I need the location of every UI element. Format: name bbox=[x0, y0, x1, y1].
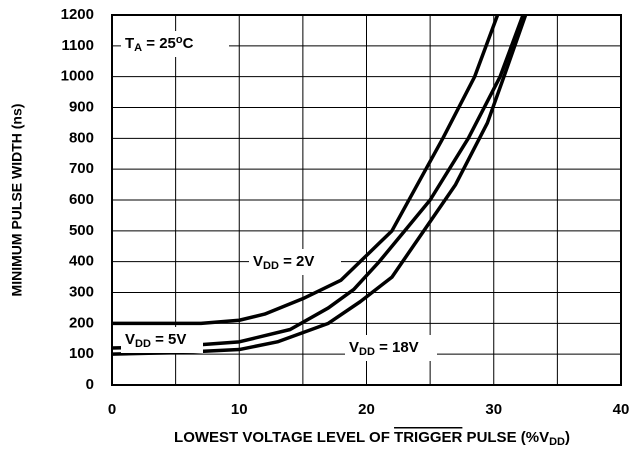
y-tick-label: 100 bbox=[69, 345, 94, 362]
y-tick-label: 800 bbox=[69, 129, 94, 146]
label-background bbox=[121, 327, 203, 353]
y-tick-label: 600 bbox=[69, 191, 94, 208]
x-axis-label-part: PULSE (%V bbox=[462, 429, 549, 446]
plot-frame bbox=[111, 14, 622, 386]
x-axis-label: LOWEST VOLTAGE LEVEL OF TRIGGER PULSE (%… bbox=[174, 429, 570, 448]
x-tick-label: 30 bbox=[485, 401, 502, 418]
annotation-part: = 25 bbox=[142, 35, 176, 52]
x-tick-label: 10 bbox=[231, 401, 248, 418]
x-tick-label: 20 bbox=[358, 401, 375, 418]
y-tick-label: 900 bbox=[69, 98, 94, 115]
series-label-part: = 5V bbox=[151, 331, 186, 348]
x-tick-label: 40 bbox=[613, 401, 630, 418]
series-label-part: V bbox=[349, 339, 359, 356]
annotation-part: C bbox=[183, 35, 194, 52]
curve bbox=[111, 14, 525, 350]
series-label-part: DD bbox=[135, 338, 151, 350]
series-label-part: DD bbox=[359, 346, 375, 358]
x-tick-label: 0 bbox=[108, 401, 116, 418]
series-label-part: V bbox=[125, 331, 135, 348]
annotation-part: o bbox=[176, 34, 183, 46]
y-axis-label: MINIMUM PULSE WIDTH (ns) bbox=[9, 104, 25, 297]
x-axis-label-part: LOWEST VOLTAGE LEVEL OF bbox=[174, 429, 394, 446]
series-label: VDD = 2V bbox=[253, 253, 314, 272]
y-tick-label: 1000 bbox=[61, 68, 94, 85]
annotation-part: A bbox=[134, 42, 142, 54]
y-tick-label: 0 bbox=[86, 376, 94, 393]
y-tick-label: 1200 bbox=[61, 6, 94, 23]
y-tick-label: 400 bbox=[69, 253, 94, 270]
series-label: VDD = 18V bbox=[349, 339, 419, 358]
series-label-part: DD bbox=[263, 260, 279, 272]
annotation-part: T bbox=[125, 35, 134, 52]
label-background bbox=[345, 335, 437, 361]
curve bbox=[111, 14, 528, 356]
y-tick-label: 200 bbox=[69, 314, 94, 331]
x-axis-label-part: ) bbox=[565, 429, 570, 446]
label-background bbox=[121, 31, 229, 57]
y-tick-label: 300 bbox=[69, 283, 94, 300]
series-label-part: = 18V bbox=[375, 339, 419, 356]
series-label-part: = 2V bbox=[279, 253, 314, 270]
x-axis-label-part: DD bbox=[549, 436, 565, 448]
y-tick-label: 1100 bbox=[61, 37, 94, 54]
x-axis-label-part: TRIGGER bbox=[394, 429, 463, 446]
y-tick-label: 700 bbox=[69, 160, 94, 177]
series-label-part: V bbox=[253, 253, 263, 270]
curve bbox=[112, 14, 500, 326]
annotation: TA = 25oC bbox=[125, 34, 194, 54]
y-tick-label: 500 bbox=[69, 222, 94, 239]
series-label: VDD = 5V bbox=[125, 331, 186, 350]
label-background bbox=[249, 249, 341, 275]
